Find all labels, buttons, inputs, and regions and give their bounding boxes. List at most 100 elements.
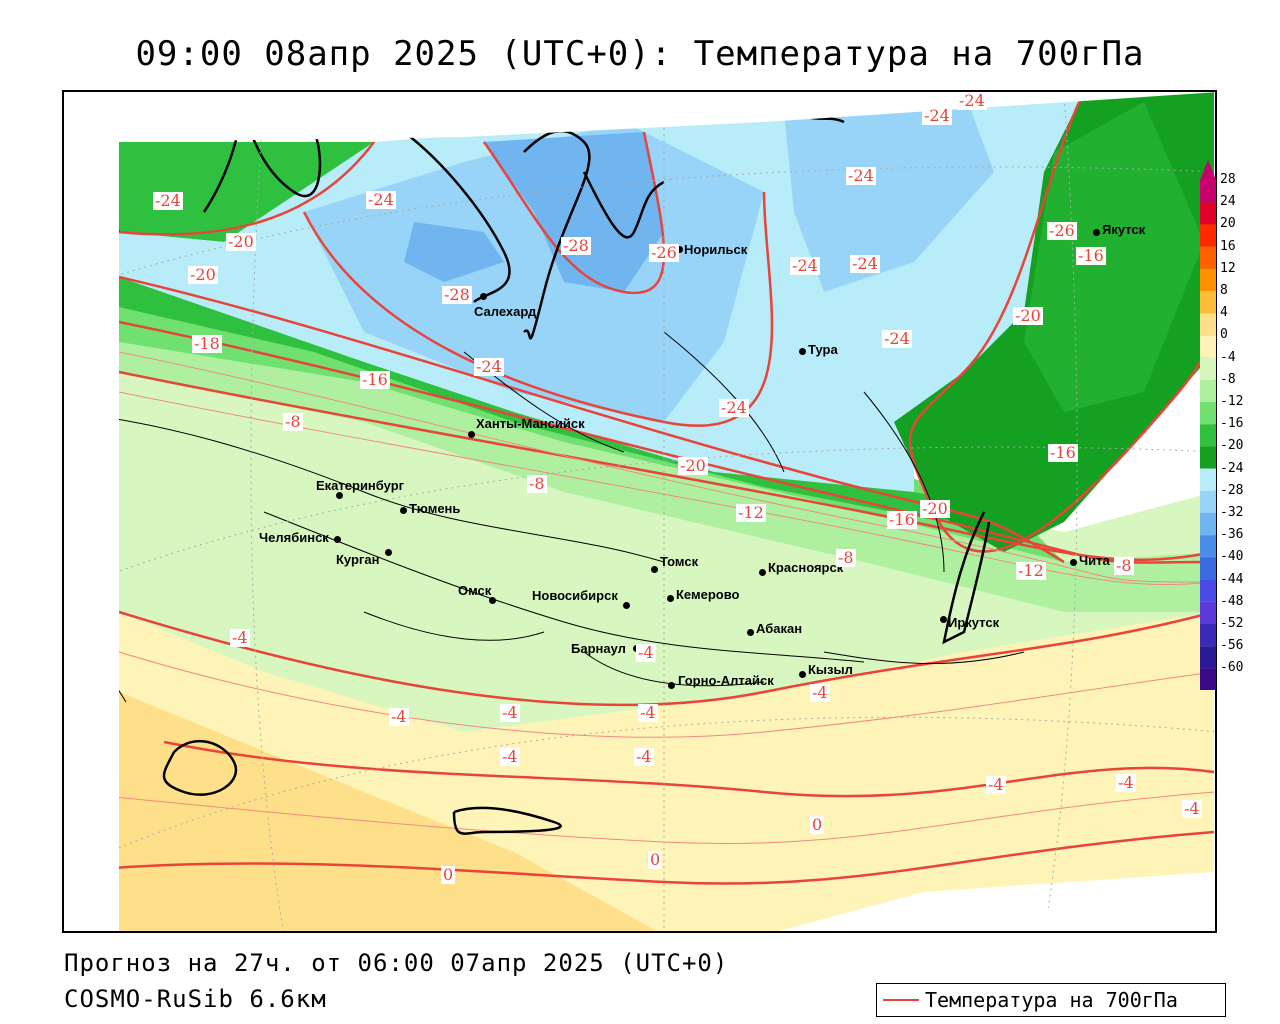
map-title: 09:00 08апр 2025 (UTC+0): Температура на…	[135, 34, 1145, 74]
contour-label: -12	[736, 503, 766, 522]
scale-swatch	[1200, 202, 1216, 225]
contour-label: -16	[887, 510, 917, 529]
scale-swatch	[1200, 490, 1216, 513]
city-dot	[759, 569, 766, 576]
city-label: Барнаул	[571, 641, 626, 656]
contour-label: -4	[1182, 799, 1202, 818]
city-dot	[468, 431, 475, 438]
city-dot	[400, 507, 407, 514]
city-label: Абакан	[756, 621, 803, 636]
scale-swatch	[1200, 379, 1216, 402]
legend-label: Температура на 700гПа	[925, 988, 1178, 1012]
scale-swatch	[1200, 668, 1216, 690]
city-label: Курган	[336, 552, 380, 567]
city-label: Норильск	[684, 242, 748, 257]
scale-swatch	[1200, 601, 1216, 624]
city-label: Тюмень	[409, 501, 461, 516]
contour-label: -4	[230, 628, 250, 647]
scale-tick-label: 12	[1220, 260, 1236, 276]
scale-tick-label: -28	[1220, 482, 1244, 498]
model-name: COSMO-RuSib 6.6км	[64, 985, 327, 1013]
legend: Температура на 700гПа	[876, 983, 1226, 1017]
contour-label: -24	[882, 329, 912, 348]
city-dot	[385, 549, 392, 556]
contour-label: 0	[648, 850, 663, 869]
scale-swatch	[1200, 424, 1216, 447]
city-dot	[799, 671, 806, 678]
scale-swatch	[1200, 357, 1216, 380]
city-label: Иркутск	[948, 615, 1000, 630]
contour-label: -4	[986, 775, 1006, 794]
scale-tick-label: -24	[1220, 460, 1244, 476]
scale-swatch	[1200, 291, 1216, 314]
contour-label: -4	[1116, 773, 1136, 792]
city-dot	[668, 682, 675, 689]
contour-label: -20	[1013, 306, 1043, 325]
scale-swatch	[1200, 268, 1216, 291]
scale-tick-label: -16	[1220, 416, 1244, 432]
forecast-info: Прогноз на 27ч. от 06:00 07апр 2025 (UTC…	[64, 949, 729, 977]
city-label: Горно-Алтайск	[678, 673, 774, 688]
scale-swatch	[1200, 557, 1216, 580]
scale-tick-label: 4	[1220, 305, 1228, 321]
scale-tick-label: 16	[1220, 238, 1236, 254]
scale-tick-label: -60	[1220, 660, 1244, 676]
city-label: Омск	[458, 583, 492, 598]
city-dot	[336, 492, 343, 499]
contour-label: -28	[561, 236, 591, 255]
contour-label: -24	[153, 191, 183, 210]
scale-swatch	[1200, 468, 1216, 491]
scale-tick-label: -52	[1220, 616, 1244, 631]
scale-swatch	[1200, 335, 1216, 358]
scale-tick-label: -36	[1220, 527, 1244, 543]
contour-label: -4	[810, 683, 830, 702]
city-label: Ханты-Мансийск	[476, 416, 585, 431]
contour-label: -26	[649, 243, 679, 262]
city-dot	[651, 566, 658, 573]
contour-label: -24	[719, 398, 749, 417]
contour-label: -20	[188, 265, 218, 284]
city-label: Кемерово	[676, 587, 740, 602]
scale-tick-label: 28	[1220, 172, 1236, 187]
contour-label: -4	[389, 707, 409, 726]
scale-top-arrow	[1200, 160, 1216, 180]
city-label: Чита	[1079, 553, 1110, 568]
city-label: Кызыл	[808, 662, 853, 677]
scale-tick-label: -4	[1220, 349, 1236, 365]
city-dot	[334, 536, 341, 543]
contour-label: -28	[442, 285, 472, 304]
contour-label: -20	[678, 456, 708, 475]
contour-label: -16	[1076, 246, 1106, 265]
scale-swatch	[1200, 313, 1216, 336]
contour-label: -4	[638, 703, 658, 722]
contour-label: -4	[500, 747, 520, 766]
city-dot	[676, 246, 683, 253]
scale-tick-label: -40	[1220, 549, 1244, 565]
contour-label: -16	[1048, 443, 1078, 462]
city-label: Екатеринбург	[316, 478, 405, 493]
city-dot	[480, 293, 487, 300]
contour-label: -8	[527, 474, 547, 493]
city-label: Якутск	[1102, 222, 1146, 237]
scale-swatch	[1200, 646, 1216, 669]
legend-line	[883, 999, 919, 1001]
city-label: Новосибирск	[532, 588, 618, 603]
city-dot	[747, 629, 754, 636]
city-dot	[489, 597, 496, 604]
scale-swatch	[1200, 513, 1216, 536]
city-dot	[1093, 229, 1100, 236]
scale-tick-label: -12	[1220, 394, 1244, 409]
color-scale-bar	[1200, 160, 1216, 690]
contour-label: -20	[226, 232, 256, 251]
contour-label: -4	[634, 747, 654, 766]
map-area[interactable]: Якутск Норильск Салехард Тура Ханты-Манс…	[62, 90, 1217, 933]
contour-label: -18	[192, 334, 222, 353]
city-label: Томск	[660, 554, 699, 569]
contour-label: -24	[474, 357, 504, 376]
scale-tick-label: 8	[1220, 283, 1228, 298]
scale-tick-label: -56	[1220, 638, 1244, 654]
contour-label: -26	[1047, 221, 1077, 240]
contour-label: -24	[850, 254, 880, 273]
contour-label: -8	[1114, 556, 1134, 575]
city-dot	[940, 616, 947, 623]
